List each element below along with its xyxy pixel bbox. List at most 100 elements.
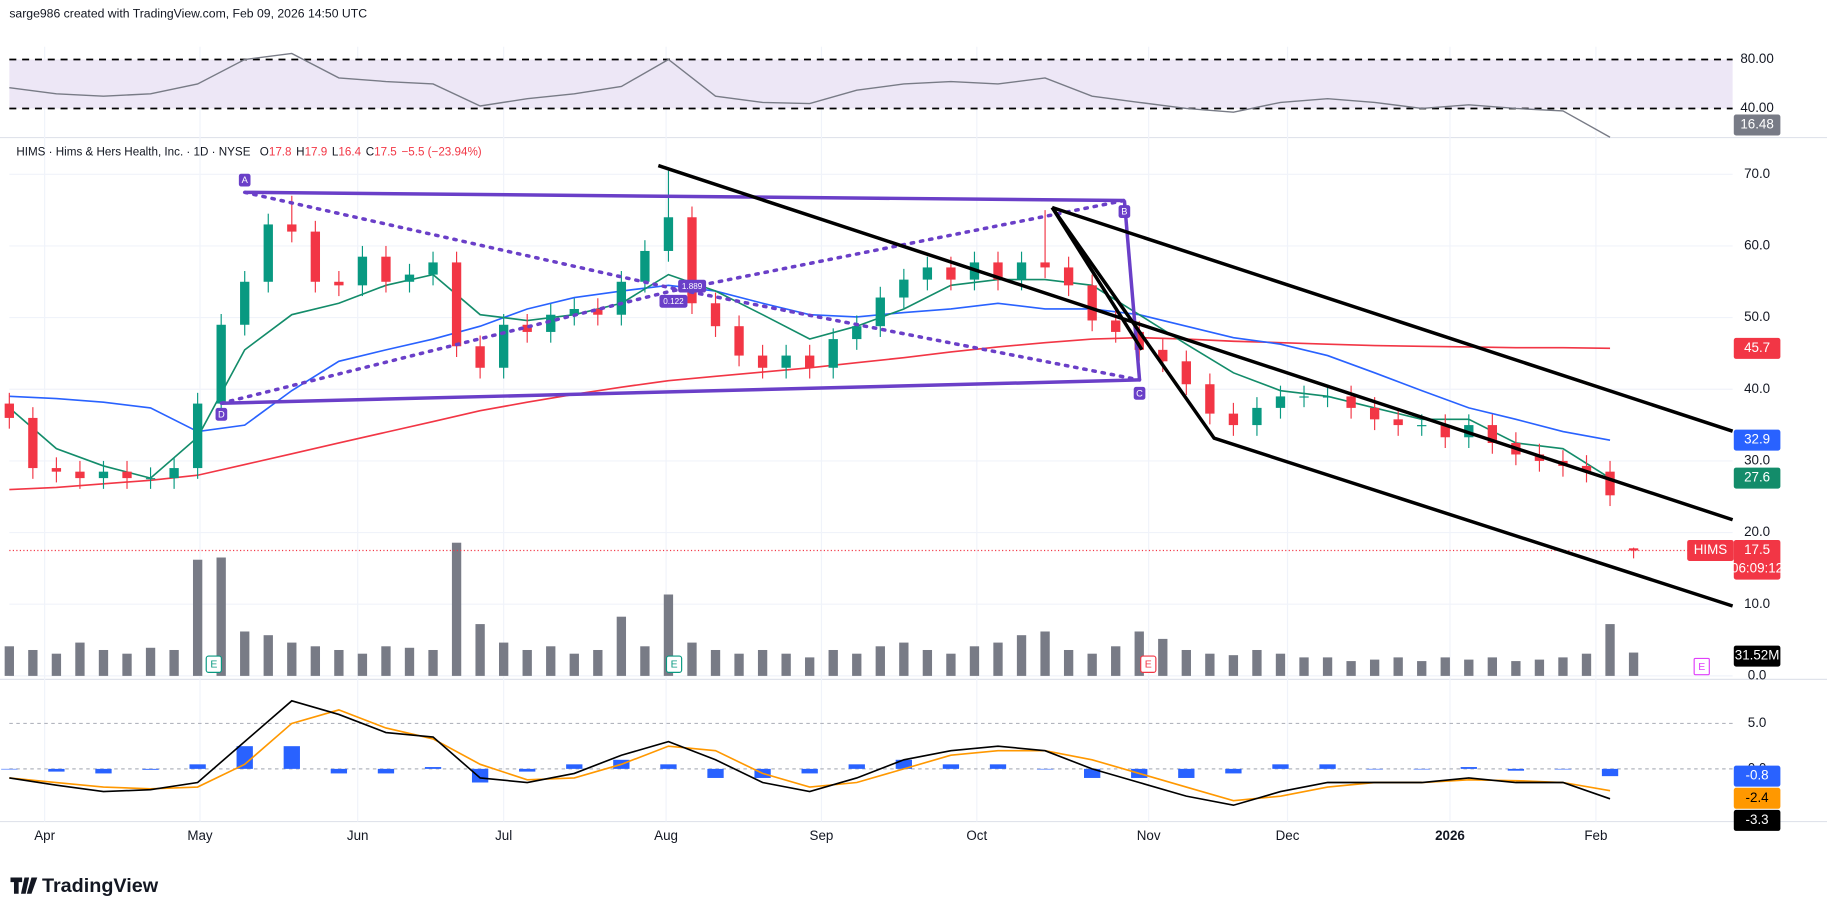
rsi-value-tag-label: 16.48: [1740, 117, 1773, 132]
volume-bar: [993, 642, 1003, 676]
ratio-label: 1.889: [682, 282, 703, 291]
candle-body: [192, 403, 203, 469]
volume-bar: [169, 649, 179, 676]
volume-bar: [757, 649, 768, 676]
candle-body: [757, 355, 768, 368]
x-tick-label: Oct: [966, 828, 987, 843]
earnings-label: E: [1145, 660, 1152, 671]
histogram-bar: [95, 768, 112, 774]
trend-line: [1051, 205, 1734, 433]
histogram-bar: [1272, 764, 1289, 769]
volume-bar: [1158, 638, 1168, 676]
volume-bar: [1393, 657, 1403, 676]
histogram-bar: [566, 764, 583, 769]
symbol-tag-label: HIMS: [1694, 542, 1728, 557]
candle-body: [1487, 425, 1498, 443]
volume-bar: [287, 642, 297, 676]
volume-bar: [1346, 661, 1356, 676]
histogram-bar: [1, 768, 18, 770]
candle-body: [805, 355, 815, 368]
ratio-label: 0.122: [663, 297, 684, 306]
candle-body: [1040, 262, 1050, 268]
pattern-line: [1122, 200, 1142, 381]
volume-bar: [122, 653, 132, 676]
footer-logo: TradingView: [10, 875, 159, 897]
candle-body: [946, 267, 956, 280]
series-value-tag-label: 32.9: [1744, 432, 1770, 447]
legend-value: 16.4: [338, 146, 361, 159]
candle-body: [475, 346, 485, 368]
y-tick-label: 80.00: [1740, 51, 1773, 66]
candle-body: [1393, 419, 1403, 426]
point-box: [215, 407, 228, 421]
volume-bar: [805, 657, 815, 676]
candle-body: [1417, 425, 1427, 427]
histogram-bar: [471, 768, 489, 783]
candle-body: [781, 355, 791, 368]
candle-body: [240, 281, 250, 325]
candle-body: [1299, 396, 1309, 398]
series-value-tag: [1733, 467, 1781, 489]
histogram-bar: [236, 746, 253, 769]
macd-value-tag-label: -0.8: [1746, 768, 1769, 783]
point-label: B: [1121, 207, 1127, 217]
volume-bar: [1299, 657, 1309, 676]
volume-bar: [522, 649, 532, 676]
candle-body: [1016, 262, 1027, 280]
volume-bar: [1228, 655, 1239, 676]
point-box: [1118, 205, 1131, 218]
candle-body: [75, 471, 85, 479]
volume-bar: [1605, 624, 1615, 676]
legend-symbol: HIMS · Hims & Hers Health, Inc. · 1D · N…: [16, 146, 250, 159]
volume-bar: [75, 642, 85, 676]
footer-brand: TradingView: [42, 875, 159, 897]
macd-value-tag: [1733, 787, 1781, 809]
volume-bar: [1417, 661, 1427, 676]
volume-bar: [1581, 653, 1592, 676]
annotation-labels: A B C D 0.122 1.889: [215, 173, 1146, 421]
volume-bar: [1487, 657, 1498, 676]
volume-bar: [640, 646, 650, 676]
volume-bar: [1558, 657, 1568, 676]
volume-bar: [1040, 631, 1050, 676]
point-label: C: [1136, 388, 1143, 398]
volume-bar: [1181, 649, 1191, 676]
volume-bar: [687, 642, 697, 676]
volume-bar: [710, 649, 721, 676]
volume-bar: [145, 647, 156, 676]
candle-body: [4, 403, 14, 418]
candle-body: [451, 262, 462, 347]
histogram-bar: [1319, 764, 1336, 769]
volume-bar: [1252, 649, 1262, 676]
volume-bar: [616, 616, 627, 676]
earnings-markers: E E E E: [205, 655, 1710, 676]
histogram-bar: [1601, 768, 1619, 777]
candle-body: [734, 326, 744, 356]
candle-body: [499, 324, 509, 368]
candle-body: [1628, 548, 1639, 551]
trend-line: [1050, 206, 1144, 351]
candle-body: [216, 324, 226, 404]
y-tick-label: 10.0: [1744, 596, 1770, 611]
legend-value: 17.9: [305, 146, 328, 159]
volume-bar: [310, 646, 321, 676]
header: sarge986 created with TradingView.com, F…: [9, 6, 367, 20]
candle-body: [122, 471, 132, 479]
legend-key: H: [296, 146, 304, 159]
x-tick-label: Nov: [1137, 828, 1161, 843]
earnings-box: [1140, 655, 1157, 673]
candle-body: [922, 267, 933, 280]
histogram-bar: [660, 764, 677, 769]
volume-bar: [875, 646, 885, 676]
trend-line: [1050, 206, 1734, 608]
volume-bar: [734, 653, 744, 676]
pattern-line: [221, 378, 1140, 405]
candle-body: [98, 471, 109, 479]
x-tick-label: Jun: [347, 828, 369, 843]
candle-body: [593, 308, 603, 315]
histogram-bar: [519, 768, 536, 772]
candle-body: [334, 281, 344, 286]
histogram-bar: [1507, 768, 1525, 771]
